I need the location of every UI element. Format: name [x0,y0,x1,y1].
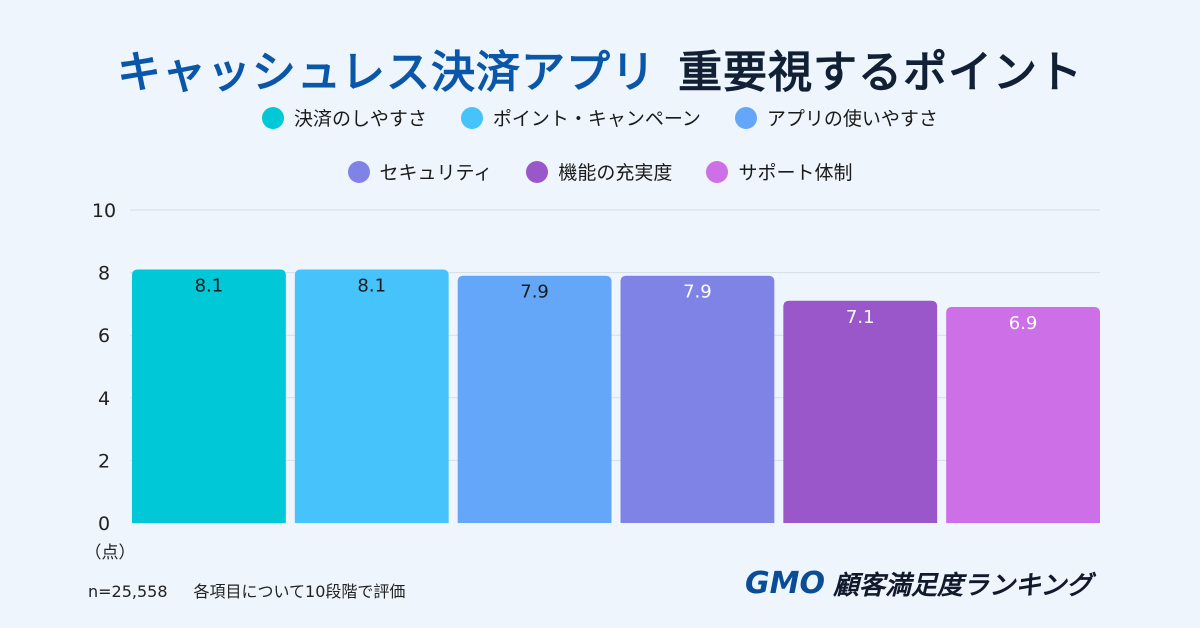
y-tick-label: 2 [98,450,110,472]
y-tick-label: 6 [98,325,110,347]
legend-label: 決済のしやすさ [294,108,427,130]
legend-row-2: セキュリティ 機能の充実度 サポート体制 [0,158,1200,185]
data-label: 8.1 [195,275,224,296]
legend-item: セキュリティ [347,158,493,185]
bar [946,307,1100,523]
legend-row-1: 決済のしやすさ ポイント・キャンペーン アプリの使いやすさ [0,104,1200,131]
title-part1: キャッシュレス決済アプリ [116,47,657,98]
legend-label: 機能の充実度 [558,162,673,184]
y-tick-label: 4 [98,388,110,410]
legend-item: アプリの使いやすさ [734,104,938,131]
legend-label: サポート体制 [738,162,853,184]
y-tick-label: 8 [98,263,110,285]
legend-label: ポイント・キャンペーン [492,108,701,130]
bar [457,275,612,523]
legend-dot [734,106,757,129]
data-label: 7.9 [683,282,712,303]
legend-item: 決済のしやすさ [262,104,427,131]
footer-note: 各項目について10段階で評価 [193,582,406,601]
data-label: 6.9 [1009,313,1038,334]
y-tick-label: 0 [98,513,110,535]
bar [783,300,938,523]
chart-title: キャッシュレス決済アプリ 重要視するポイント [0,36,1200,100]
title-part2: 重要視するポイント [678,47,1084,98]
legend-dot [526,160,549,183]
logo-text: 顧客満足度ランキング [832,571,1093,601]
data-label: 7.1 [846,307,875,328]
y-axis-unit: （点） [85,543,136,563]
legend-dot [347,160,370,183]
legend-label: セキュリティ [379,162,493,184]
gmo-logo: GMO 顧客満足度ランキング [745,565,1092,602]
legend-dot [262,106,285,129]
legend-item: ポイント・キャンペーン [460,104,701,131]
legend-item: 機能の充実度 [526,158,672,185]
y-tick-label: 10 [92,200,116,222]
sample-size: n=25,558 [88,582,168,601]
legend-label: アプリの使いやすさ [766,108,938,130]
legend-dot [706,160,729,183]
bar [132,269,286,523]
data-label: 7.9 [520,282,549,303]
bar [620,275,775,523]
data-label: 8.1 [357,275,386,296]
logo-brand: GMO [745,566,825,601]
footer: n=25,558 各項目について10段階で評価 [88,578,405,602]
bar [294,269,449,523]
legend-dot [460,106,483,129]
legend-item: サポート体制 [706,158,852,185]
